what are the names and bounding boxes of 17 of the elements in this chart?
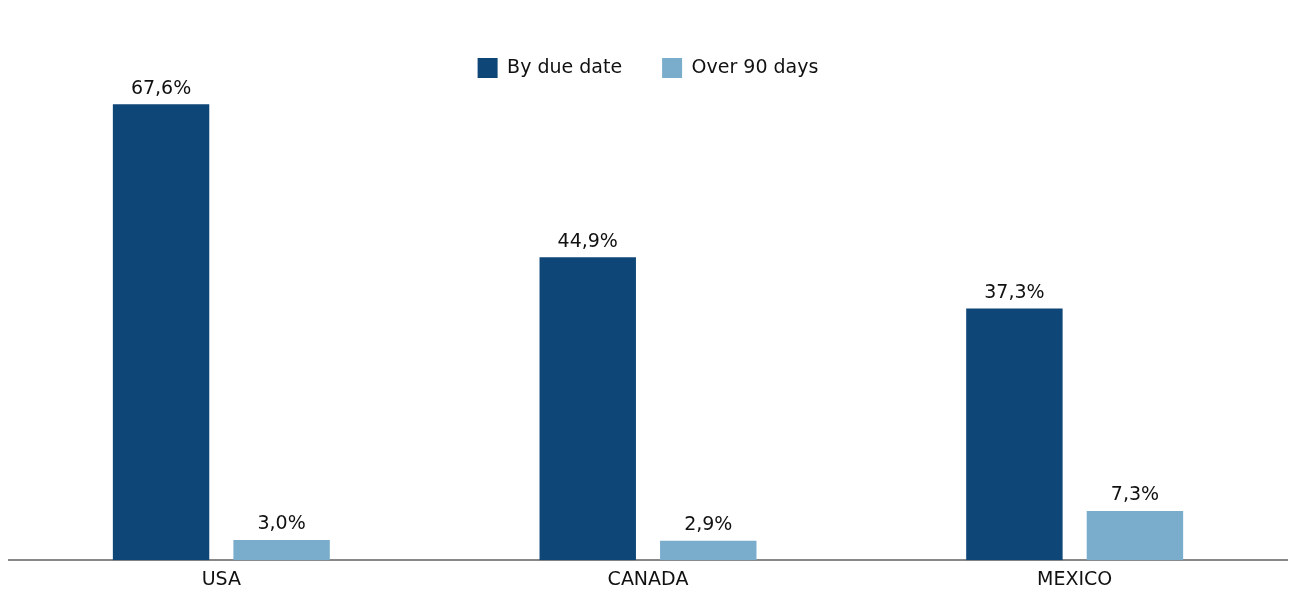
data-label: 67,6% (130, 75, 192, 98)
data-label: 3,0% (257, 511, 306, 534)
x-tick-label: MEXICO (1037, 566, 1113, 589)
data-label: 2,9% (684, 512, 733, 535)
bar (660, 540, 757, 561)
bar (233, 539, 330, 561)
data-label: 44,9% (557, 228, 618, 251)
x-tick-label: CANADA (607, 566, 689, 589)
data-label: 7,3% (1110, 482, 1160, 505)
bar (1086, 510, 1184, 561)
x-tick-label: USA (201, 566, 241, 589)
data-label: 37,3% (984, 280, 1045, 303)
legend-label: Over 90 days (691, 54, 819, 77)
bar (966, 308, 1063, 561)
legend-label: By due date (507, 54, 623, 77)
bar (539, 257, 636, 561)
bar (112, 104, 210, 561)
